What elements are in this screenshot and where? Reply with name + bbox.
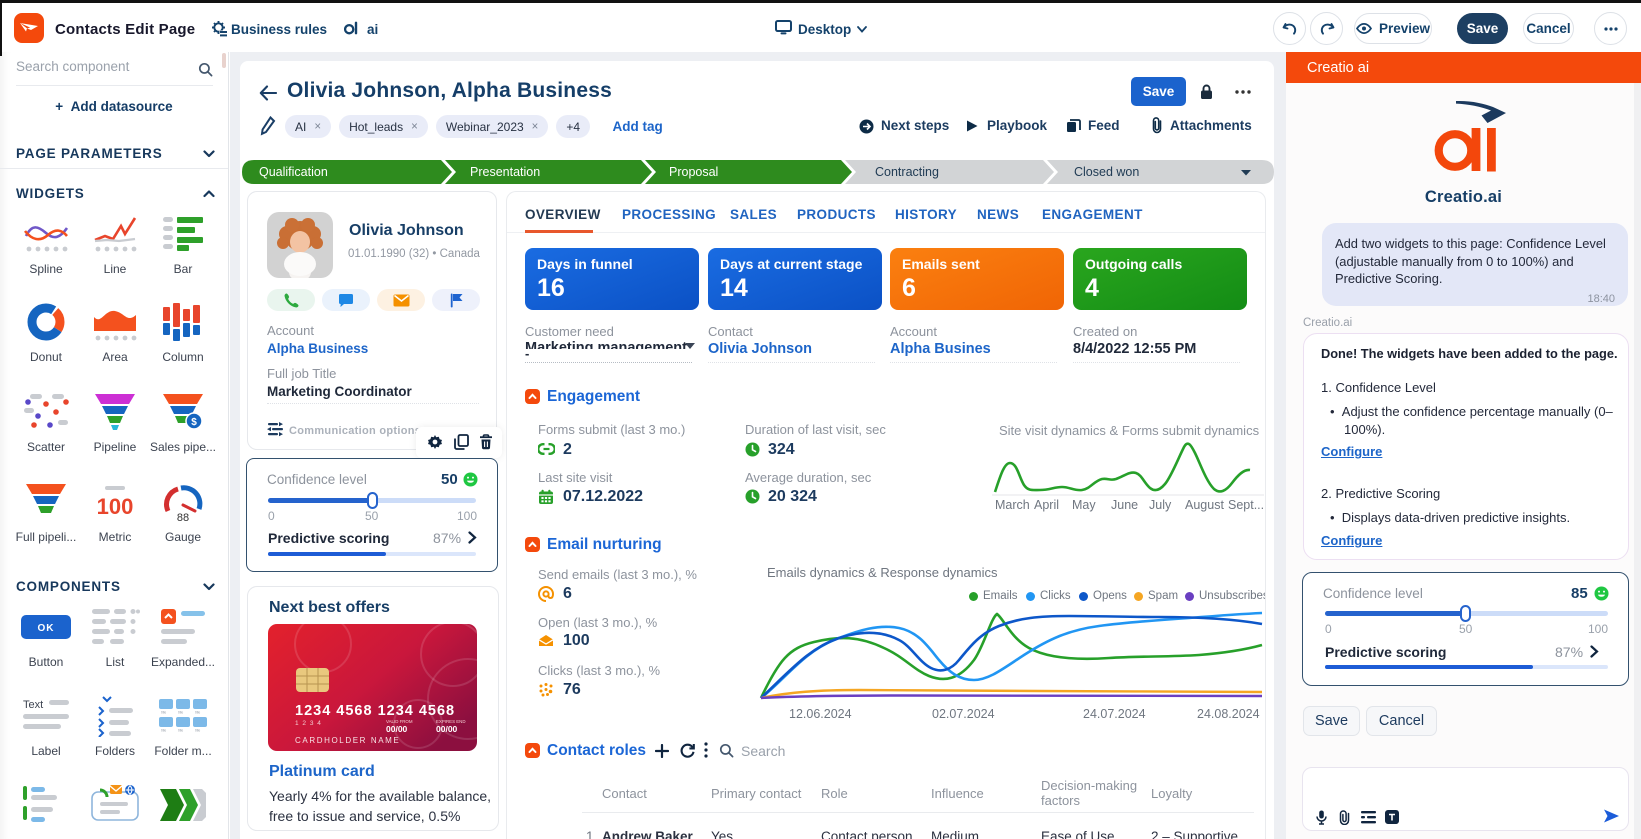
svg-text:CARDHOLDER NAME: CARDHOLDER NAME [295, 736, 400, 745]
svg-text:Qualification: Qualification [259, 165, 328, 179]
svg-text:Closed won: Closed won [1074, 165, 1139, 179]
svg-text:VALID FROM: VALID FROM [386, 719, 413, 724]
svg-text:00/00: 00/00 [386, 724, 408, 734]
svg-text:title: title [161, 729, 166, 733]
svg-text:100: 100 [97, 494, 134, 519]
svg-text:Contracting: Contracting [875, 165, 939, 179]
svg-text:EXPIRES END: EXPIRES END [436, 719, 466, 724]
svg-text:Presentation: Presentation [470, 165, 540, 179]
svg-text:title: title [178, 711, 183, 715]
svg-text:title: title [195, 729, 200, 733]
svg-text:OK: OK [38, 623, 55, 634]
svg-text:$: $ [191, 417, 197, 428]
svg-text:title: title [161, 711, 166, 715]
svg-text:1234 4568 1234 4568: 1234 4568 1234 4568 [295, 703, 455, 719]
svg-text:88: 88 [177, 512, 189, 523]
svg-text:00/00: 00/00 [436, 724, 458, 734]
svg-text:1 2 3 4: 1 2 3 4 [295, 720, 322, 727]
svg-text:Proposal: Proposal [669, 165, 718, 179]
svg-text:title: title [178, 729, 183, 733]
svg-text:Text: Text [23, 699, 43, 711]
svg-text:title: title [195, 711, 200, 715]
